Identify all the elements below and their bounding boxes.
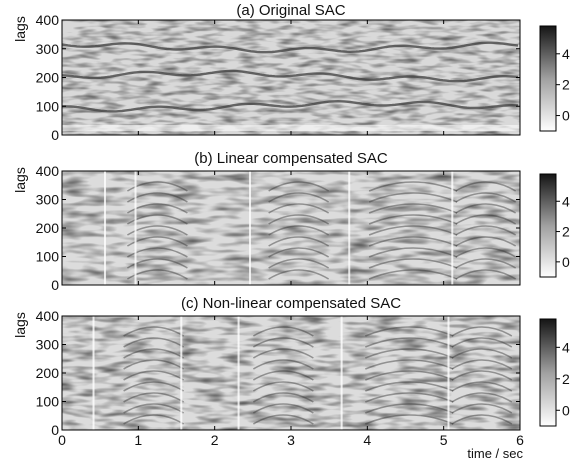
panel-c-title: (c) Non-linear compensated SAC	[181, 295, 401, 312]
panel-a-ytick-label-0: 0	[51, 127, 59, 143]
panel-b-title: (b) Linear compensated SAC	[194, 150, 388, 167]
panel-c-xtick-label-1: 1	[134, 432, 142, 448]
panel-c-heatmap	[62, 316, 520, 430]
panel-a-ytick-label-1: 100	[36, 98, 60, 114]
panel-c-xtick-label-3: 3	[287, 432, 295, 448]
panel-c-ytick-label-2: 200	[36, 365, 60, 381]
panel-b-ytick-label-3: 300	[36, 192, 60, 208]
panel-c-colorbar: 0 2 4	[539, 318, 570, 427]
panel-a-ylabel: lags	[12, 16, 28, 42]
panel-b: (b) Linear compensated SAC lags 0 100 200 3…	[12, 150, 570, 293]
panel-b-colorbar-label-0: 0	[562, 254, 570, 270]
panel-c-xtick-label-5: 5	[440, 432, 448, 448]
panel-a-colorbar-label-1: 2	[562, 77, 570, 93]
panel-a-ytick-label-2: 200	[36, 70, 60, 86]
panel-c-ylabel: lags	[12, 312, 28, 338]
panel-c-xtick-label-6: 6	[516, 432, 524, 448]
panel-c-colorbar-label-1: 2	[562, 371, 570, 387]
panel-a-ytick-label-3: 300	[36, 41, 60, 57]
panel-a-colorbar: 0 2 4	[539, 25, 570, 132]
panel-a-heatmap	[62, 20, 520, 135]
panel-c-xlabel: time / sec	[467, 446, 523, 461]
panel-a-title: (a) Original SAC	[236, 2, 345, 19]
panel-a-colorbar-strip	[539, 25, 557, 132]
panel-c-xtick-label-0: 0	[58, 432, 66, 448]
panel-c-ytick-label-3: 300	[36, 337, 60, 353]
panel-b-colorbar-label-1: 2	[562, 224, 570, 240]
panel-b-colorbar-label-2: 4	[562, 193, 570, 209]
panel-c: (c) Non-linear compensated SAC lags 0100…	[12, 295, 570, 461]
panel-b-colorbar: 0 2 4	[539, 173, 570, 278]
panel-c-ytick-label-0: 0	[51, 422, 59, 438]
panel-c-ytick-label-1: 100	[36, 394, 60, 410]
panel-b-ylabel: lags	[12, 167, 28, 193]
panel-a-colorbar-label-0: 0	[562, 108, 570, 124]
panel-c-ytick-label-4: 400	[36, 308, 60, 324]
panel-c-colorbar-label-0: 0	[562, 402, 570, 418]
panel-c-colorbar-label-2: 4	[562, 339, 570, 355]
panel-a: (a) Original SAC lags 0 100 200 300 400 0 2 4	[12, 2, 570, 143]
panel-b-ytick-label-4: 400	[36, 163, 60, 179]
panel-c-xtick-label-4: 4	[363, 432, 371, 448]
panel-b-colorbar-strip	[539, 173, 557, 278]
panel-c-colorbar-strip	[539, 318, 557, 427]
panel-c-xtick-label-2: 2	[211, 432, 219, 448]
panel-a-ytick-label-4: 400	[36, 12, 60, 28]
panel-b-heatmap	[62, 171, 520, 285]
panel-a-colorbar-label-2: 4	[562, 46, 570, 62]
panel-b-ytick-label-1: 100	[36, 249, 60, 265]
panel-b-ytick-label-0: 0	[51, 277, 59, 293]
panel-b-ytick-label-2: 200	[36, 220, 60, 236]
